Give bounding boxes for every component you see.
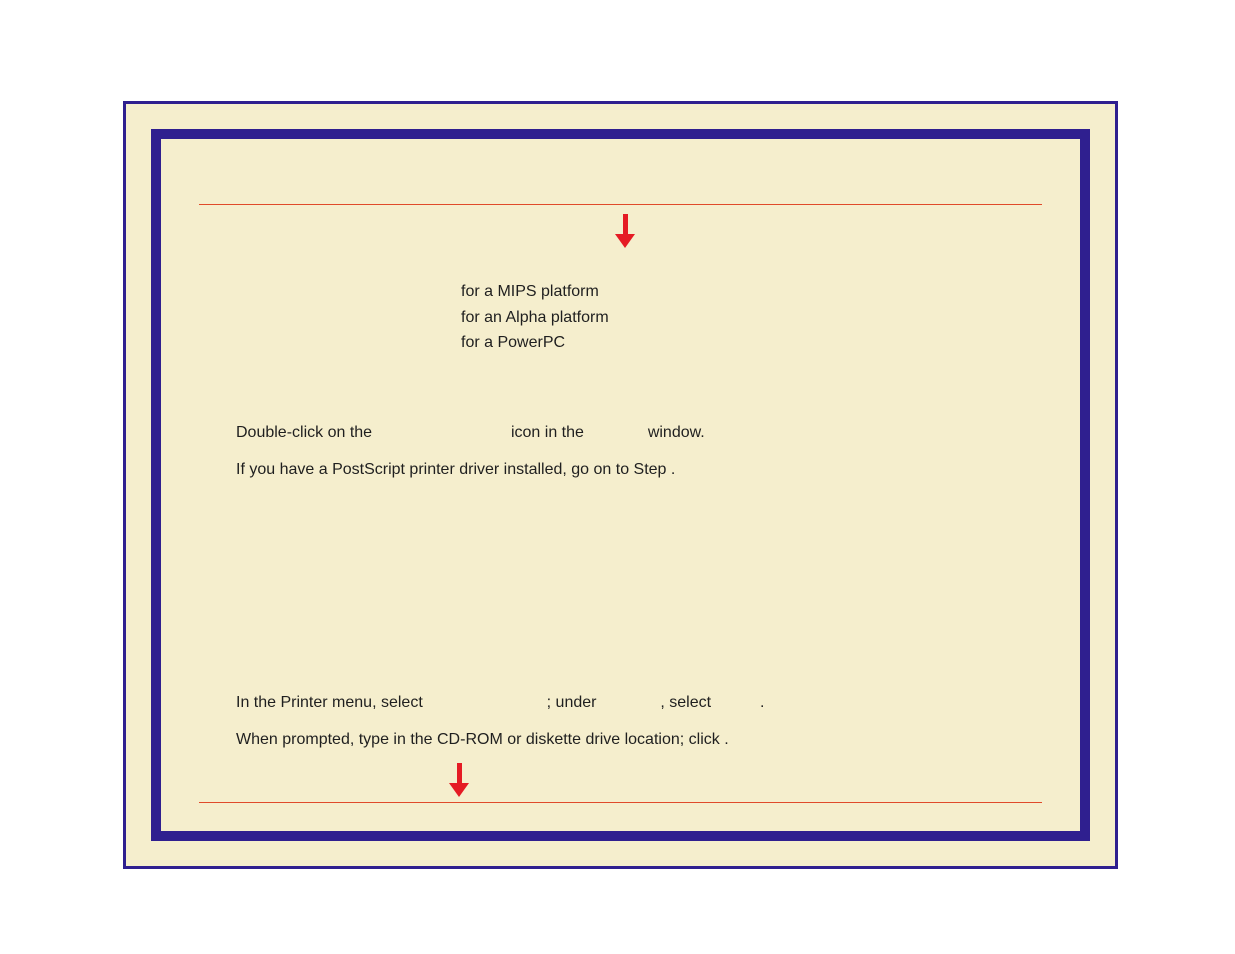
platform-alpha: for an Alpha platform xyxy=(461,305,609,331)
postscript-line: If you have a PostScript printer driver … xyxy=(236,461,675,479)
printermenu-line: In the Printer menu, select ; under , se… xyxy=(236,694,764,712)
printermenu-mid1: ; under xyxy=(547,694,601,711)
outer-frame: for a MIPS platform for an Alpha platfor… xyxy=(123,101,1118,869)
platform-powerpc: for a PowerPC xyxy=(461,330,609,356)
printermenu-suffix: . xyxy=(760,694,764,711)
down-arrow-icon xyxy=(449,763,469,797)
prompted-line: When prompted, type in the CD-ROM or dis… xyxy=(236,731,729,749)
platform-list: for a MIPS platform for an Alpha platfor… xyxy=(461,279,609,356)
doubleclick-line: Double-click on the icon in the window. xyxy=(236,424,705,442)
doubleclick-prefix: Double-click on the xyxy=(236,424,377,441)
bottom-rule xyxy=(199,802,1042,803)
platform-mips: for a MIPS platform xyxy=(461,279,609,305)
doubleclick-suffix: window. xyxy=(648,424,705,441)
printermenu-prefix: In the Printer menu, select xyxy=(236,694,427,711)
document-content: for a MIPS platform for an Alpha platfor… xyxy=(161,139,1080,831)
printermenu-mid2: , select xyxy=(660,694,715,711)
inner-frame: for a MIPS platform for an Alpha platfor… xyxy=(151,129,1090,841)
top-rule xyxy=(199,204,1042,205)
doubleclick-mid: icon in the xyxy=(511,424,588,441)
down-arrow-icon xyxy=(615,214,635,248)
